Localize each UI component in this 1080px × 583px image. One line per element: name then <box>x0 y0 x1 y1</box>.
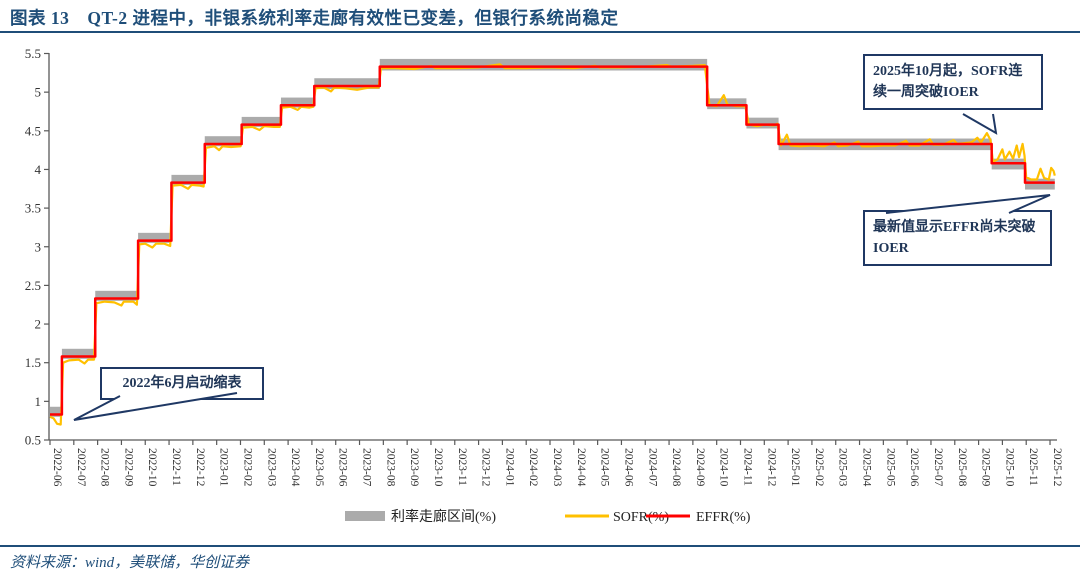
x-tick-label: 2024-10 <box>718 448 730 487</box>
y-tick-label: 4 <box>35 162 42 177</box>
x-tick-label: 2025-07 <box>932 448 944 487</box>
y-tick-label: 3.5 <box>25 201 41 216</box>
x-tick-label: 2024-02 <box>527 448 539 487</box>
x-tick-label: 2023-03 <box>265 448 277 487</box>
x-tick-label: 2023-10 <box>432 448 444 487</box>
x-tick-label: 2025-03 <box>837 448 849 487</box>
x-tick-label: 2025-04 <box>861 448 873 487</box>
x-tick-label: 2025-09 <box>980 448 992 487</box>
x-tick-label: 2024-06 <box>622 448 634 487</box>
x-tick-label: 2023-11 <box>456 448 468 486</box>
x-tick-label: 2023-05 <box>313 448 325 487</box>
x-tick-label: 2024-03 <box>551 448 563 487</box>
x-tick-label: 2022-10 <box>146 448 158 487</box>
y-tick-label: 3 <box>35 239 42 254</box>
x-tick-label: 2022-07 <box>75 448 87 487</box>
corridor-band-segment <box>171 174 205 185</box>
legend-label: EFFR(%) <box>696 510 751 525</box>
x-tick-label: 2023-02 <box>241 448 253 487</box>
corridor-band-segment <box>746 117 779 129</box>
x-tick-label: 2025-05 <box>884 448 896 487</box>
x-tick-label: 2025-02 <box>813 448 825 487</box>
x-tick-label: 2024-07 <box>646 448 658 487</box>
title-divider-line <box>0 31 1080 33</box>
y-tick-label: 0.5 <box>25 433 41 448</box>
corridor-band-segment <box>778 138 992 151</box>
y-tick-label: 1.5 <box>25 355 41 370</box>
annotation-sofr-break: 2025年10月起，SOFR连续一周突破IOER <box>863 54 1043 110</box>
annotation-taper: 2022年6月启动缩表 <box>100 367 264 400</box>
x-tick-label: 2025-01 <box>789 448 801 487</box>
x-tick-label: 2025-11 <box>1027 448 1039 486</box>
x-tick-label: 2022-11 <box>170 448 182 486</box>
x-tick-label: 2024-09 <box>694 448 706 487</box>
y-tick-label: 1 <box>35 394 42 409</box>
legend: 利率走廊区间(%) SOFR(%) EFFR(%) <box>345 508 751 525</box>
x-tick-label: 2024-05 <box>599 448 611 487</box>
y-tick-label: 5 <box>35 85 42 100</box>
x-tick-label: 2023-06 <box>337 448 349 487</box>
x-tick-label: 2024-01 <box>503 448 515 487</box>
corridor-band-segment <box>280 97 315 108</box>
annotation-effr-hold: 最新值显示EFFR尚未突破IOER <box>863 210 1052 266</box>
x-tick-label: 2024-04 <box>575 448 587 487</box>
x-tick-label: 2023-09 <box>408 448 420 487</box>
y-tick-label: 5.5 <box>25 46 41 61</box>
x-tick-label: 2023-01 <box>218 448 230 487</box>
x-tick-label: 2024-11 <box>741 448 753 486</box>
y-tick-label: 2 <box>35 317 42 332</box>
corridor-band-segment <box>379 58 708 71</box>
x-tick-label: 2022-12 <box>194 448 206 487</box>
corridor-band-segment <box>707 98 747 110</box>
legend-label: 利率走廊区间(%) <box>391 508 496 525</box>
x-tick-label: 2022-09 <box>122 448 134 487</box>
corridor-band-segment <box>61 348 96 359</box>
corridor-band-segment <box>50 406 62 417</box>
x-tick-label: 2024-08 <box>670 448 682 487</box>
x-tick-label: 2024-12 <box>765 448 777 487</box>
corridor-band-segment <box>138 232 172 243</box>
legend-label: SOFR(%) <box>613 510 669 525</box>
x-tick-label: 2023-07 <box>361 448 373 487</box>
x-tick-label: 2025-12 <box>1051 448 1063 487</box>
corridor-band-segment <box>241 116 281 127</box>
corridor-band-segment <box>991 158 1026 170</box>
x-tick-label: 2023-12 <box>480 448 492 487</box>
corridor-band-segment <box>95 290 139 301</box>
x-tick-label: 2025-06 <box>908 448 920 487</box>
legend-swatch-band <box>345 511 385 521</box>
x-tick-label: 2022-06 <box>51 448 63 487</box>
x-tick-label: 2023-08 <box>384 448 396 487</box>
x-tick-label: 2025-08 <box>956 448 968 487</box>
footer-divider-line <box>0 545 1080 547</box>
y-tick-label: 4.5 <box>25 123 41 138</box>
x-tick-label: 2023-04 <box>289 448 301 487</box>
data-source-note: 资料来源：wind，美联储，华创证券 <box>10 555 250 571</box>
x-tick-label: 2022-08 <box>99 448 111 487</box>
corridor-band-segment <box>204 136 242 147</box>
callout-pointer-sofr-break <box>962 113 998 135</box>
figure-title: 图表 13 QT-2 进程中，非银系统利率走廊有效性已变差，但银行系统尚稳定 <box>10 8 619 28</box>
axes: 0.5 1 1.5 2 2.5 3 3.5 4 4.5 5 5.5 2022-06 2022-07 202… <box>25 46 1063 487</box>
x-tick-label: 2025-10 <box>1003 448 1015 487</box>
y-tick-label: 2.5 <box>25 278 41 293</box>
corridor-band-segment <box>1025 178 1055 190</box>
corridor-band-segment <box>314 78 380 90</box>
